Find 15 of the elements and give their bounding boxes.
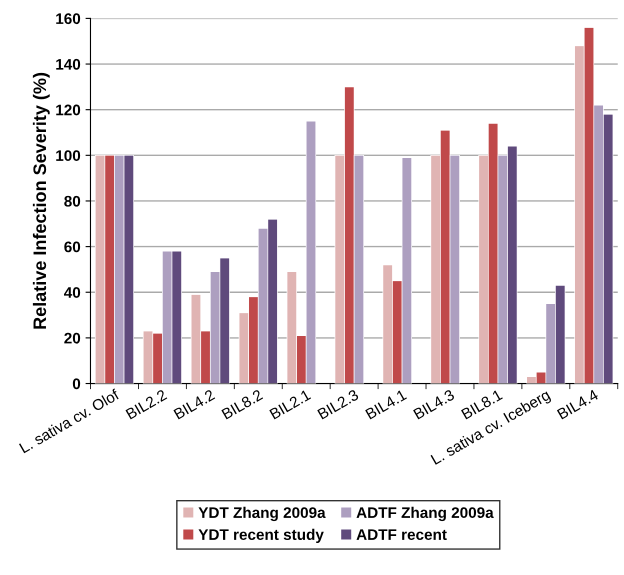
y-tick-label: 60 (64, 241, 80, 252)
y-tick-label: 160 (56, 13, 80, 24)
y-tick-label: 20 (64, 332, 80, 344)
y-tick-label: 140 (56, 58, 80, 70)
legend-label: ADTF Zhang 2009a (356, 506, 494, 522)
legend-label: ADTF recent (356, 529, 447, 540)
legend-label: YDT Zhang 2009a (198, 506, 326, 522)
y-tick-label: 40 (64, 287, 80, 298)
y-axis-title: Relative Infection Severity (%) (32, 72, 50, 329)
y-tick-label: 120 (56, 104, 80, 116)
y-tick-label: 0 (72, 378, 80, 390)
y-tick-label: 80 (64, 196, 80, 207)
x-tick-label: L. sativa cv. Olof (18, 388, 120, 454)
y-tick-label: 100 (56, 150, 80, 162)
legend-label: YDT recent study (198, 528, 324, 543)
